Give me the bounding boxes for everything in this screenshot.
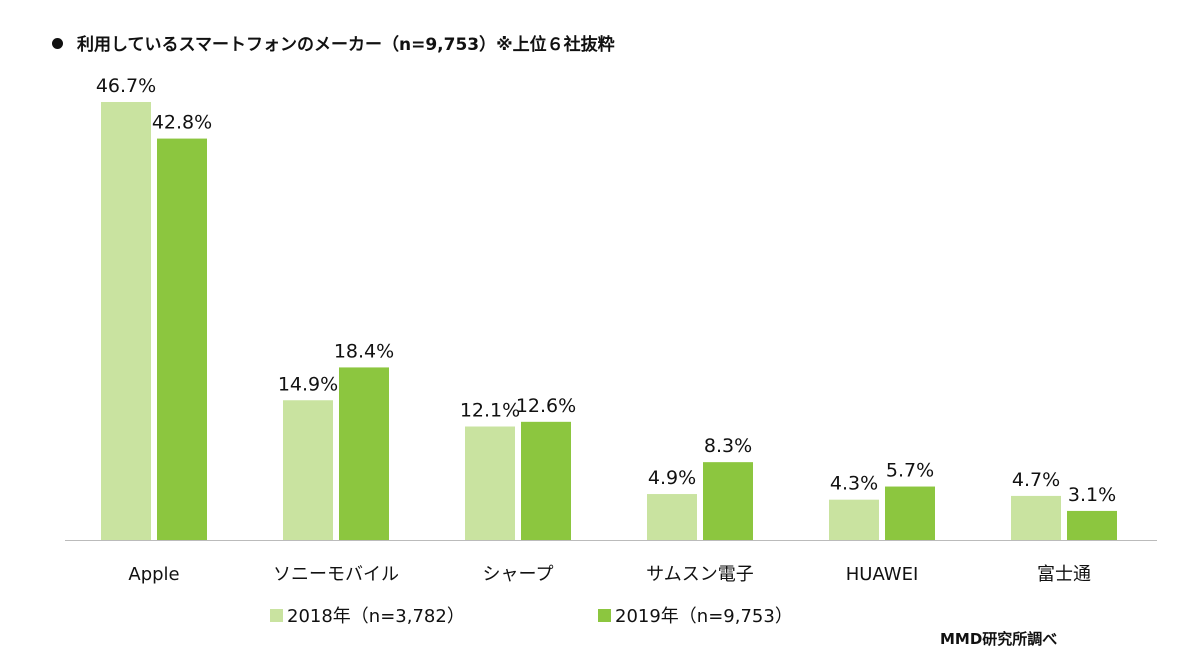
bar — [885, 486, 935, 540]
bar — [647, 494, 697, 540]
x-tick-label: シャープ — [483, 564, 554, 585]
data-label: 4.7% — [1012, 469, 1060, 491]
bar — [101, 102, 151, 540]
data-label: 4.3% — [830, 473, 878, 495]
x-tick-label: ソニーモバイル — [273, 564, 399, 585]
x-tick-label: サムスン電子 — [646, 564, 754, 585]
legend-item-2018: 2018年（n=3,782） — [270, 602, 465, 628]
bar — [829, 499, 879, 540]
bar — [521, 421, 571, 540]
legend-swatch-2018 — [270, 608, 283, 622]
data-label: 14.9% — [278, 373, 338, 395]
data-label: 46.7% — [96, 75, 156, 97]
chart-title-text: 利用しているスマートフォンのメーカー（n=9,753）※上位６社抜粋 — [77, 35, 615, 55]
data-label: 5.7% — [886, 460, 934, 482]
bar — [157, 138, 207, 540]
x-tick-label: HUAWEI — [846, 564, 919, 585]
legend-label-2019: 2019年（n=9,753） — [615, 606, 793, 627]
data-label: 4.9% — [648, 467, 696, 489]
bar — [1067, 510, 1117, 540]
bar — [703, 462, 753, 540]
legend-swatch-2019 — [598, 608, 611, 622]
bar — [339, 367, 389, 540]
legend-label-2018: 2018年（n=3,782） — [287, 606, 465, 627]
data-label: 42.8% — [152, 112, 212, 134]
data-label: 18.4% — [334, 340, 394, 362]
data-label: 3.1% — [1068, 484, 1116, 506]
bar — [1011, 495, 1061, 540]
x-tick-label: Apple — [128, 564, 179, 585]
legend-item-2019: 2019年（n=9,753） — [598, 602, 793, 628]
data-label: 8.3% — [704, 435, 752, 457]
source-note: MMD研究所調べ — [940, 630, 1058, 648]
x-tick-label: 富士通 — [1037, 564, 1091, 585]
chart-title: 利用しているスマートフォンのメーカー（n=9,753）※上位６社抜粋 — [52, 30, 615, 55]
bar — [283, 400, 333, 540]
data-label: 12.1% — [460, 400, 520, 422]
bar — [465, 426, 515, 540]
bullet-icon — [52, 38, 63, 49]
data-label: 12.6% — [516, 395, 576, 417]
